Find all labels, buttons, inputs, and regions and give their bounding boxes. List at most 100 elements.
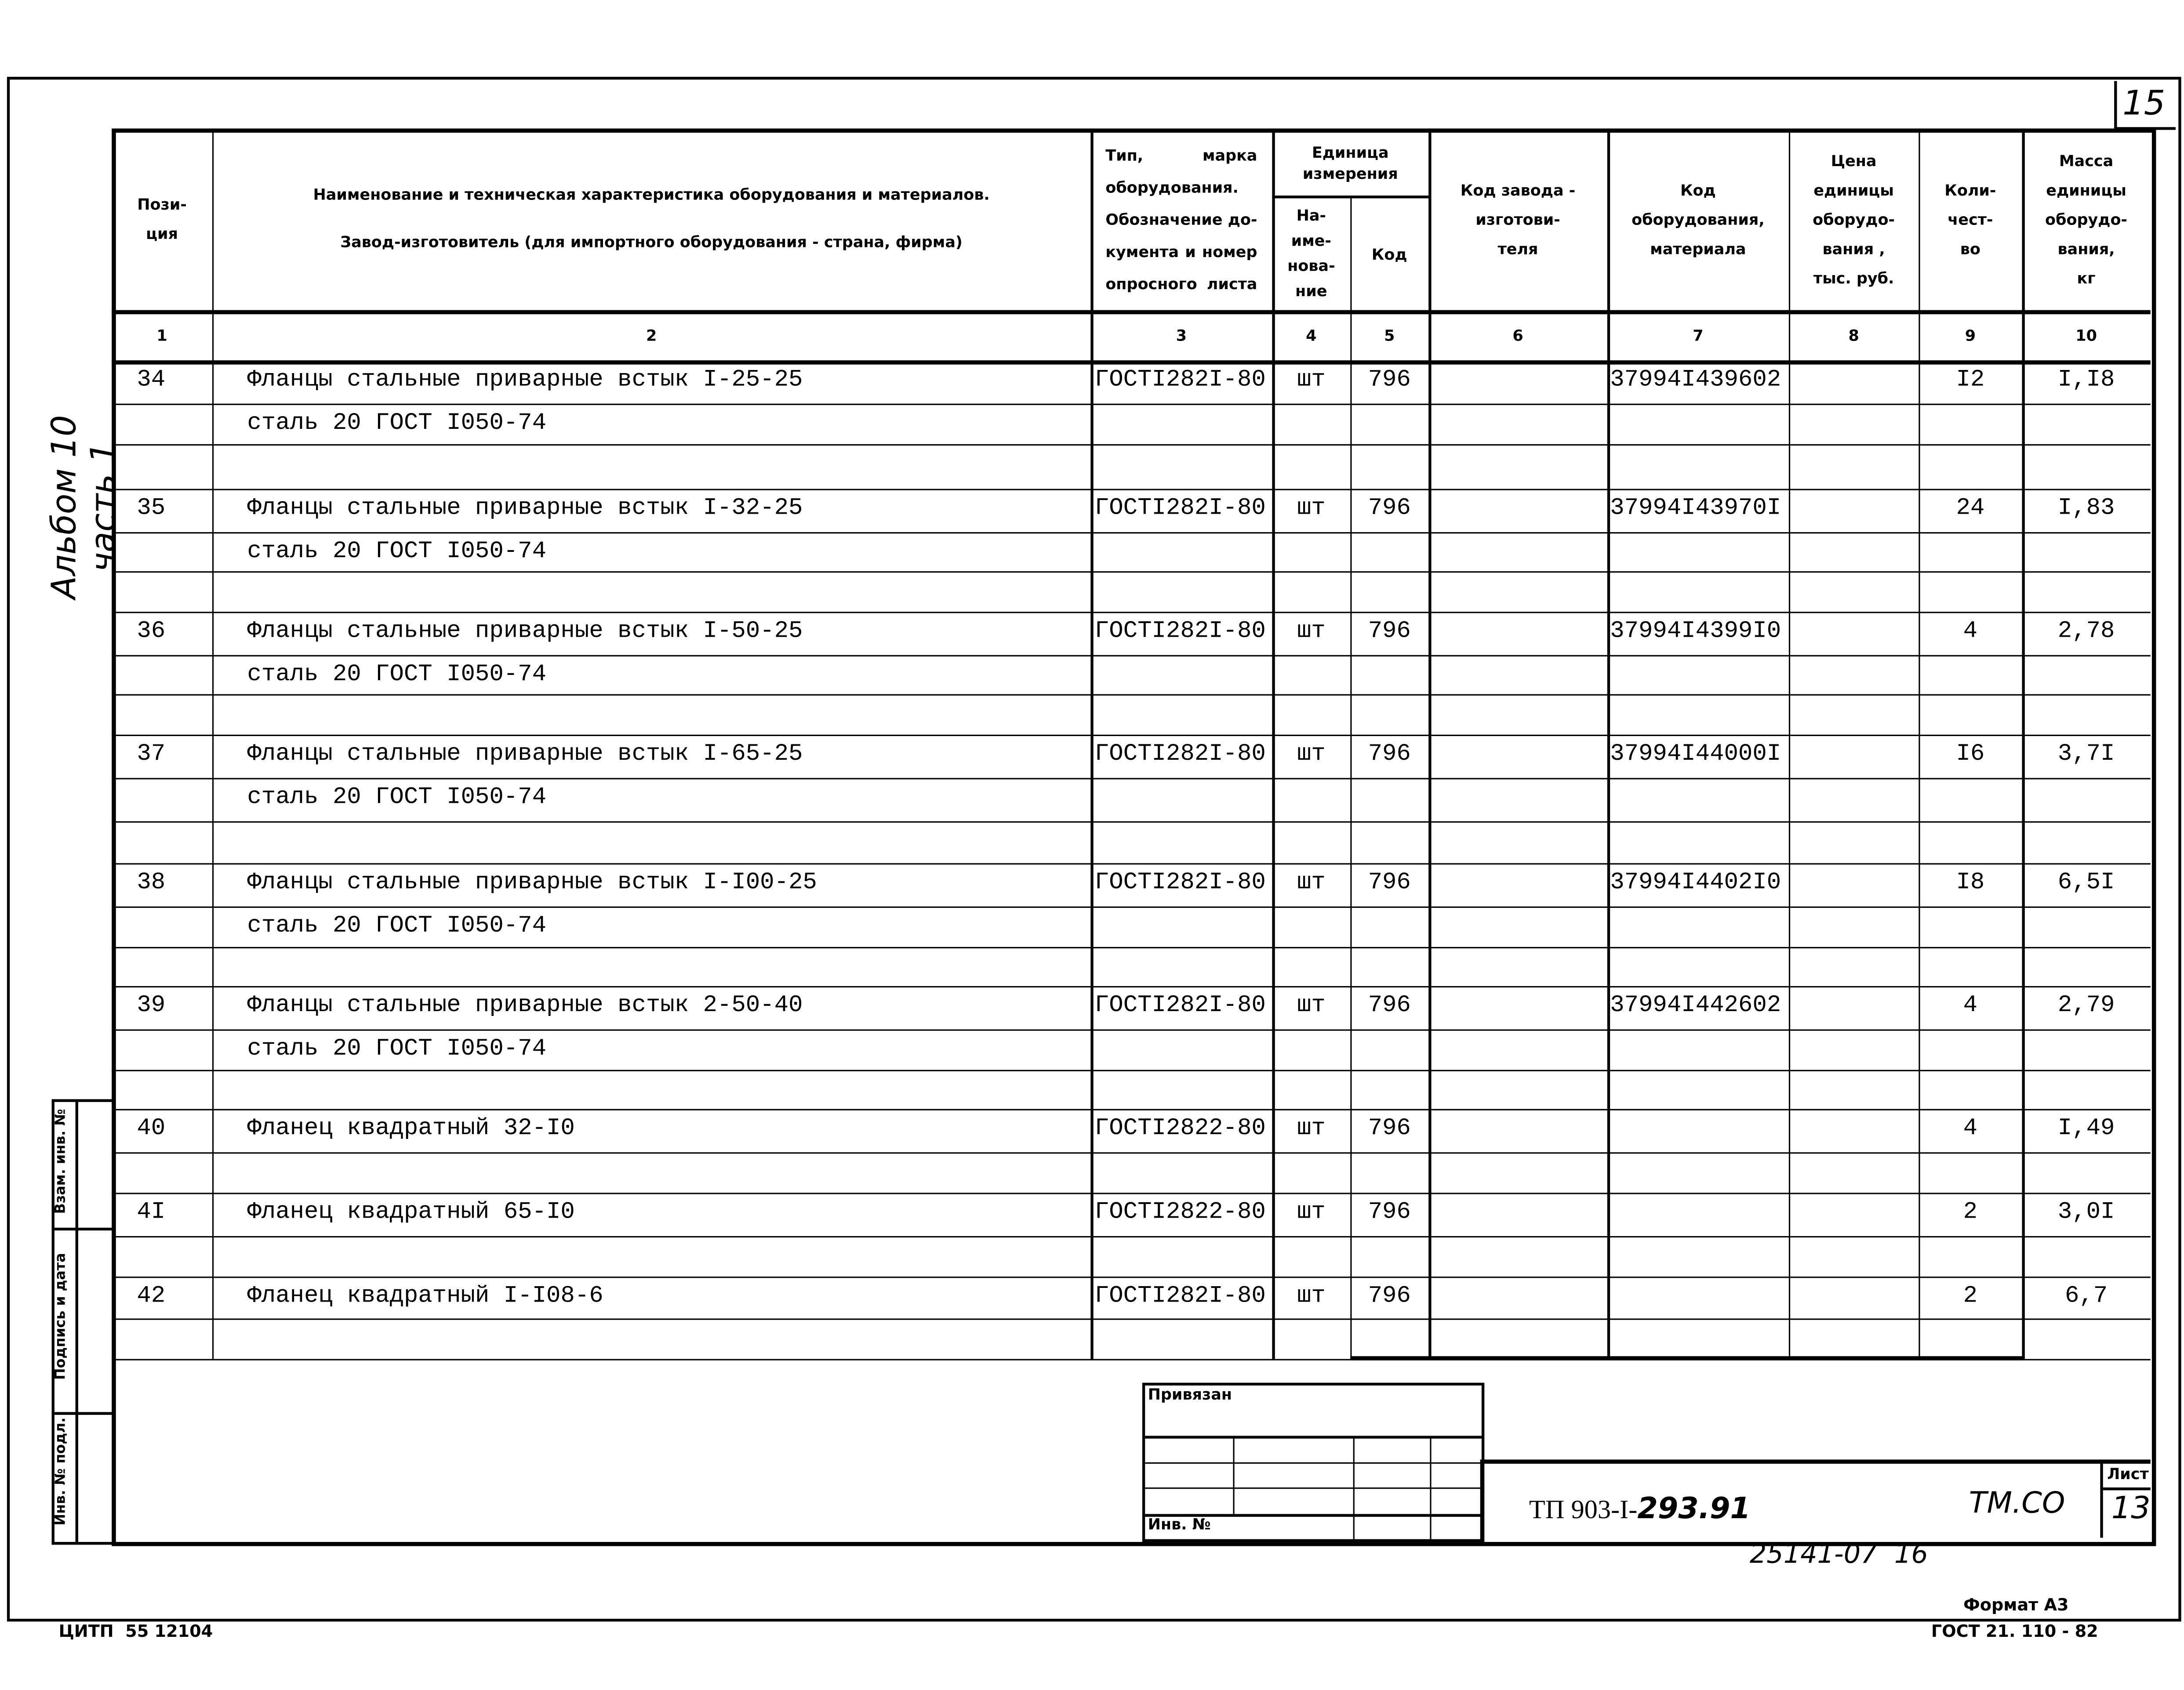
number-row-divider [112,360,2151,365]
format-label: Формат А3 [1963,1595,2069,1615]
cell-name: Фланцы стальные приварные встык I-65-25 [247,741,803,769]
cell-equipment-code: 37994I43970I [1610,496,1781,522]
document-code-printed: ТП 903-I- [1529,1496,1638,1525]
cell-quantity: 4 [1963,993,1978,1020]
row-line [112,1029,2151,1031]
cell-quantity: I8 [1956,870,1985,897]
header-num-7: 7 [1693,326,1704,345]
row-line [112,1152,2151,1154]
cell-mass: I,83 [2057,496,2115,522]
column-divider [1350,195,1352,1359]
column-divider [1272,128,1275,1359]
cell-mass: 3,0I [2057,1200,2115,1226]
cell-unit: шт [1297,993,1326,1020]
column-divider [1428,128,1432,1359]
row-line [112,863,2151,865]
cell-material: сталь 20 ГОСТ I050-74 [247,662,547,689]
cell-mass: 2,79 [2057,993,2115,1020]
cell-name: Фланцы стальные приварные встык I-I00-25 [247,870,817,897]
row-line [112,1318,2151,1320]
row-line [112,655,2151,656]
cell-material: сталь 20 ГОСТ I050-74 [247,785,547,812]
cell-mass: 3,7I [2057,741,2115,769]
cell-mass: 6,7 [2064,1284,2108,1310]
header-unit-group: Единица измерения [1302,144,1398,183]
gost-standard: ГОСТ 21. 110 - 82 [1931,1621,2098,1641]
side-stamp-signature-date: Подпись и дата [54,1253,69,1380]
header-col-9: Коли- чест- во [1944,181,1996,258]
outer-frame [7,76,2181,1622]
cell-position: 38 [137,870,166,897]
cell-name: Фланец квадратный I-I08-6 [247,1284,603,1310]
cell-material: сталь 20 ГОСТ I050-74 [247,1036,547,1063]
cell-equipment-code: 37994I442602 [1610,993,1781,1020]
header-col-3: Тип, марка оборудования. Обозначение до-… [1105,146,1257,293]
row-line [112,1277,2151,1278]
unit-header-divider [1272,195,1429,199]
side-stamp-original-inv: Инв. № подл. [54,1417,69,1526]
header-col-4: На- име- нова- ние [1287,207,1335,301]
cell-unit-code: 796 [1368,1116,1411,1143]
side-stamp-replaced-inv: Взам. инв. № [54,1109,69,1214]
cell-name: Фланец квадратный 32-I0 [247,1116,575,1143]
header-num-2: 2 [646,326,657,345]
header-num-6: 6 [1512,326,1523,345]
column-divider [1788,128,1791,1359]
cell-equipment-code: 37994I44000I [1610,741,1781,769]
row-line [112,444,2151,446]
cell-quantity: 2 [1963,1200,1978,1226]
header-col-8: Цена единицы оборудо- вания , тыс. руб. [1813,151,1895,287]
row-line [112,734,2151,736]
row-line [112,821,2151,823]
row-line [112,986,2151,988]
cell-unit: шт [1297,870,1326,897]
row-line [112,906,2151,908]
row-line [112,403,2151,405]
cell-quantity: 24 [1956,496,1985,522]
row-line [112,1109,2151,1110]
cell-position: 36 [137,619,166,646]
cell-name: Фланцы стальные приварные встык I-25-25 [247,367,803,394]
cell-mass: 2,78 [2057,619,2115,646]
header-col-2: Наименование и техническая характеристик… [313,185,990,252]
column-divider [1090,128,1094,1359]
cell-document: ГОСТI282I-80 [1094,367,1266,394]
cell-mass: 6,5I [2057,870,2115,897]
corner-sheet-box [2114,81,2176,130]
title-block-main [1480,1459,2151,1542]
cell-unit-code: 796 [1368,870,1411,897]
cell-quantity: I2 [1956,367,1985,394]
header-num-8: 8 [1848,326,1859,345]
cell-unit-code: 796 [1368,496,1411,522]
cell-unit-code: 796 [1368,619,1411,646]
cell-document: ГОСТI282I-80 [1094,993,1266,1020]
header-col-5: Код [1371,245,1407,264]
order-number: 25141-07 16 [1749,1539,1928,1570]
cell-material: сталь 20 ГОСТ I050-74 [247,410,547,437]
header-col-10: Масса единицы оборудо- вания, кг [2045,151,2128,287]
cell-material: сталь 20 ГОСТ I050-74 [247,539,547,566]
cell-position: 34 [137,367,166,394]
header-num-9: 9 [1965,326,1976,345]
header-num-3: 3 [1176,326,1187,345]
document-code-handwritten: 293.91 [1637,1491,1751,1525]
corner-sheet-number: 15 [2122,83,2166,123]
cell-unit-code: 796 [1368,1284,1411,1310]
header-col-6: Код завода - изготови- теля [1460,181,1576,258]
side-stamp [51,1099,115,1545]
cell-unit: шт [1297,367,1326,394]
cell-document: ГОСТI282I-80 [1094,1284,1266,1310]
cell-quantity: 4 [1963,1116,1978,1143]
column-divider [1607,128,1610,1359]
row-line [112,1359,2151,1360]
cell-unit: шт [1297,619,1326,646]
header-divider [112,310,2151,315]
header-num-1: 1 [156,326,167,345]
section-code: ТМ.СО [1969,1486,2065,1520]
cell-material: сталь 20 ГОСТ I050-74 [247,913,547,940]
attached-label: Привязан [1148,1385,1232,1404]
cell-unit-code: 796 [1368,993,1411,1020]
row-line [112,1070,2151,1071]
left-code: ЦИТП 55 12104 [58,1621,213,1641]
